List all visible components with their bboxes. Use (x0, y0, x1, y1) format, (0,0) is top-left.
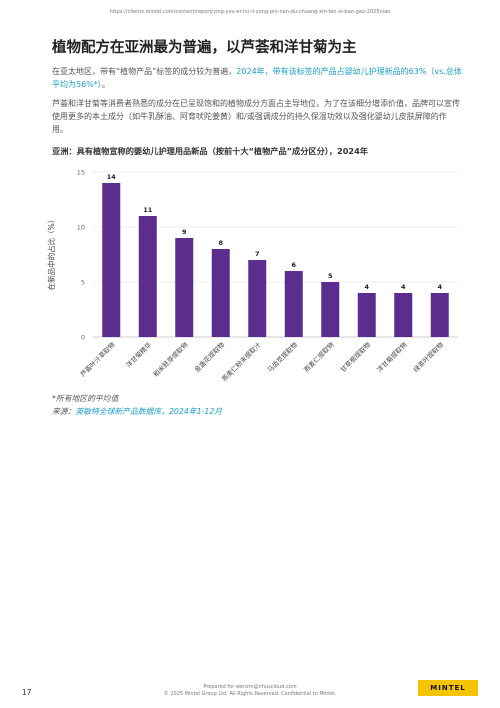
y-axis-label: 在新品中的占比（%） (46, 216, 56, 291)
y-tick-label: 5 (81, 279, 85, 287)
bar (394, 293, 413, 337)
x-tick-label: 洋甘菊提取物 (375, 340, 409, 374)
chart-bars: 14 芦荟叶汁萃取物 11 洋甘菊精华 9 稻米胚芽提取物 8 金盏花提取物 7 燕麦仁粉末提取汁… (78, 173, 449, 383)
bar-value-label: 6 (291, 261, 296, 269)
bar (175, 238, 194, 337)
bar (248, 260, 267, 337)
bar-chart: 0 5 10 15 在新品中的占比（%） 14 芦荟叶汁萃取物 11 洋甘菊精华 9 稻米胚芽提… (46, 169, 458, 383)
y-tick-label: 10 (77, 224, 85, 232)
chart-source: 来源：英敏特全球新产品数据库，2024年1-12月 (52, 406, 222, 417)
chart-title: 亚洲：具有植物宣称的婴幼儿护理用品新品（按前十大“植物产品”成分区分），2024… (52, 146, 369, 156)
intro-text-end: 。 (101, 80, 110, 89)
y-tick-label: 15 (77, 169, 85, 177)
bar-value-label: 4 (364, 283, 369, 291)
bar (138, 216, 157, 337)
intro-text: 在亚太地区，带有“植物产品”标签的成分较为普遍， (52, 67, 237, 76)
mintel-logo: MINTEL (418, 680, 478, 696)
bar-value-label: 9 (182, 228, 187, 236)
footer-copyright: © 2025 Mintel Group Ltd. All Rights Rese… (163, 691, 337, 697)
x-tick-label: 燕麦仁提取物 (302, 340, 336, 374)
bar (211, 249, 230, 337)
bar-value-label: 7 (255, 250, 260, 258)
y-axis-ticks: 0 5 10 15 (77, 169, 85, 342)
bar (321, 282, 340, 337)
chart-note: *所有地区的平均值 (52, 394, 119, 403)
bar (102, 183, 121, 337)
bar (430, 293, 449, 337)
bar-value-label: 14 (107, 173, 117, 181)
x-tick-label: 马齿苋提取物 (265, 340, 299, 374)
page-url: https://clients.mintel.com/content/repor… (109, 9, 391, 15)
x-tick-label: 甘草根提取物 (338, 340, 372, 374)
bar-value-label: 4 (401, 283, 406, 291)
bar (357, 293, 376, 337)
page-number: 17 (22, 688, 32, 697)
page-title: 植物配方在亚洲最为普遍，以芦荟和洋甘菊为主 (52, 40, 357, 56)
footer-prepared-for: Prepared for wenzm@nhuscloud.com (203, 684, 297, 690)
bar (284, 271, 303, 337)
intro-highlight: 2024年，带有该标签的产品占婴幼儿护理新品的63%（vs.总体平均为56%*） (52, 67, 462, 89)
bar-value-label: 5 (328, 272, 333, 280)
bar-value-label: 4 (437, 283, 442, 291)
bar-value-label: 11 (143, 206, 153, 214)
x-tick-label: 绿茶叶提取物 (411, 340, 445, 374)
source-label: 来源： (52, 407, 76, 416)
x-tick-label: 稻米胚芽提取物 (151, 340, 190, 379)
insight-paragraph: 芦荟和洋甘菊等消费者熟悉的成分在已呈现饱和的植物成分方面占主导地位，为了在该细分… (52, 99, 460, 134)
intro-paragraph: 在亚太地区，带有“植物产品”标签的成分较为普遍，2024年，带有该标签的产品占婴… (52, 65, 462, 91)
y-tick-label: 0 (81, 334, 85, 342)
x-tick-label: 燕麦仁粉末提取汁 (220, 340, 263, 383)
source-link[interactable]: 英敏特全球新产品数据库，2024年1-12月 (75, 407, 223, 416)
footer: Prepared for wenzm@nhuscloud.com © 2025 … (0, 684, 500, 698)
x-tick-label: 洋甘菊精华 (124, 340, 154, 370)
x-tick-label: 金盏花提取物 (192, 340, 226, 374)
x-tick-label: 芦荟叶汁萃取物 (78, 340, 117, 379)
bar-value-label: 8 (218, 239, 223, 247)
